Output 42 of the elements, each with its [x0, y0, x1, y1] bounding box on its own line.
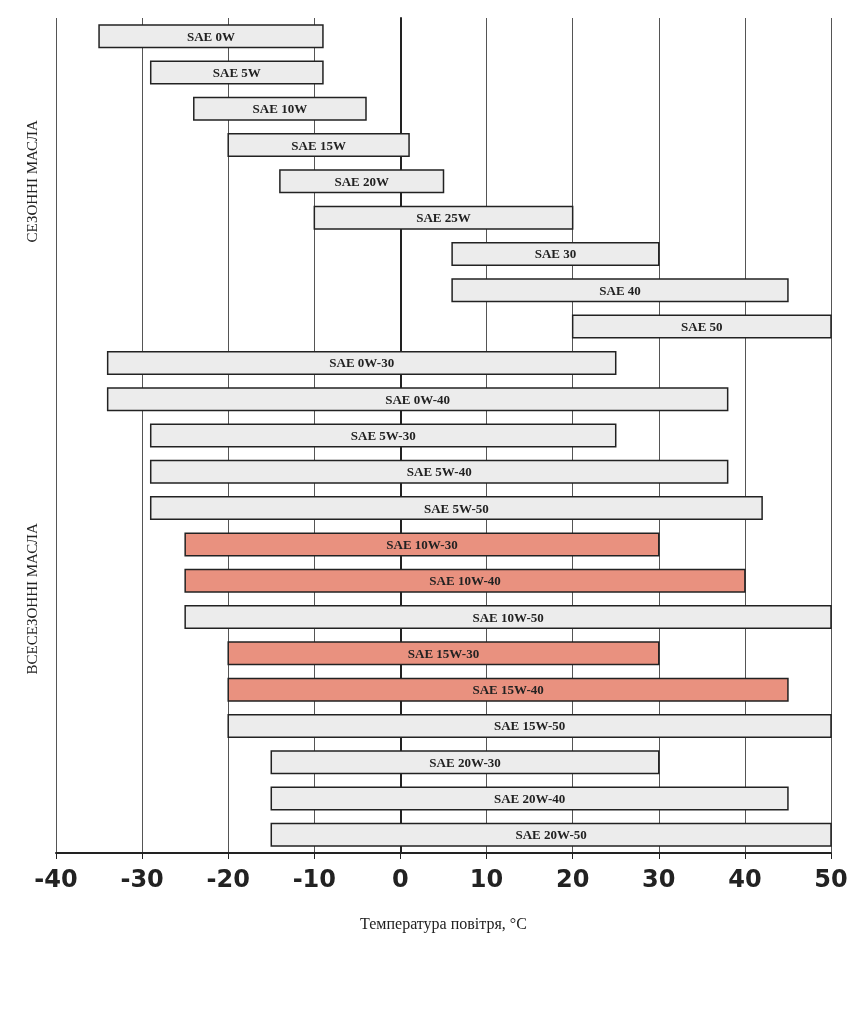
y-tick-label: SAE 5W-40 [406, 464, 472, 480]
y-tick-label: SAE 5W [212, 64, 261, 80]
y-tick-label: SAE 15W-30 [407, 645, 480, 661]
y-tick-label: SAE 5W-30 [350, 428, 416, 443]
y-tick-label: SAE 20W [334, 173, 389, 189]
y-tick-label: SAE 5W-50 [423, 500, 489, 516]
bar [571, 314, 832, 339]
x-tick-label: 30 [642, 865, 676, 893]
x-tick-label: -30 [120, 865, 164, 893]
y-tick-label: SAE 20W-30 [429, 754, 501, 770]
x-tick-label: 40 [728, 865, 762, 893]
y-tick-label: SAE 15W-50 [493, 718, 566, 734]
x-tick-label: 20 [555, 865, 590, 893]
y-tick-label: SAE 0W-30 [329, 355, 395, 371]
x-tick-label: -40 [34, 865, 78, 893]
bar [149, 60, 324, 85]
y-tick-label: SAE 20W-40 [493, 791, 566, 807]
y-tick-label: SAE 50 [681, 319, 723, 335]
y-tick-label: SAE 10W [252, 101, 308, 117]
bar [98, 24, 324, 49]
text: СЕЗОННІ МАСЛА [24, 120, 40, 243]
y-tick-label: SAE 30 [534, 246, 577, 262]
x-tick-label: 10 [469, 865, 504, 893]
y-tick-label: SAE 15W-40 [472, 682, 544, 698]
y-tick-label: SAE 25W [416, 210, 471, 226]
bar [451, 278, 789, 303]
text: ВСЕСЕЗОННІ МАСЛА [24, 523, 40, 675]
y-tick-label: SAE 20W-50 [515, 827, 587, 843]
y-tick-label: SAE 0W-40 [385, 391, 451, 407]
y-tick-label: SAE 10W-50 [472, 609, 544, 625]
x-tick-label: -10 [292, 865, 337, 893]
x-tick-label: -20 [206, 865, 250, 893]
x-tick-label: 0 [392, 865, 409, 893]
bar [451, 241, 660, 266]
y-tick-label: SAE 10W-30 [386, 536, 458, 552]
y-tick-label: SAE 15W [291, 137, 346, 153]
y-tick-label: SAE 0W [186, 28, 236, 44]
x-tick-label: 50 [814, 865, 848, 893]
x-axis-title: Температура повітря, °C [360, 914, 527, 933]
y-tick-label: SAE 10W-40 [429, 573, 501, 589]
bar [193, 96, 367, 121]
y-tick-label: SAE 40 [599, 282, 641, 298]
